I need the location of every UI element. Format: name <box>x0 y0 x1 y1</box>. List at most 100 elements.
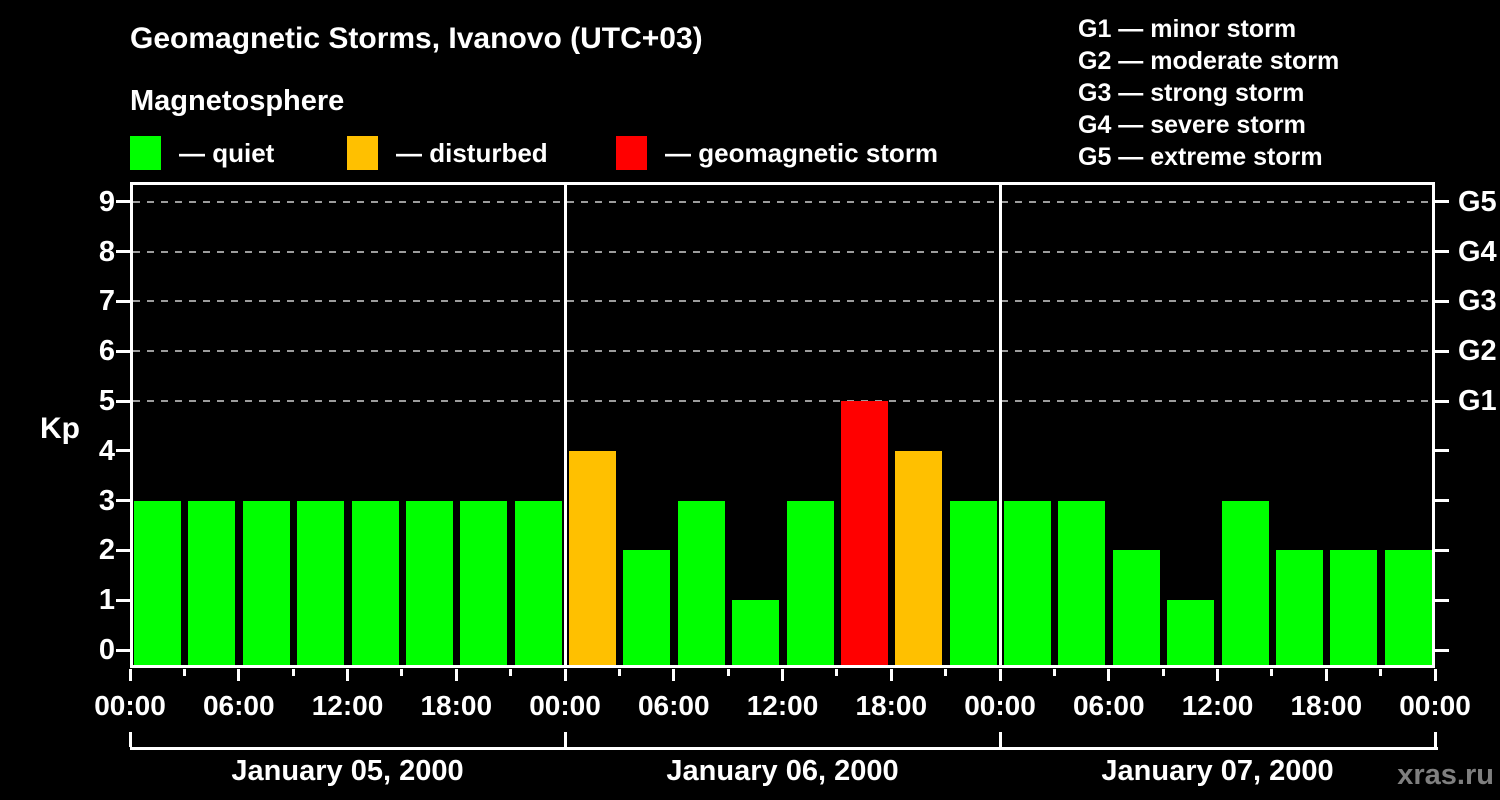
day-divider <box>563 185 567 665</box>
date-axis-riser <box>998 732 1002 747</box>
kp-bar <box>840 401 888 665</box>
gridline-kp-8 <box>133 250 1432 253</box>
time-label: 12:00 <box>311 690 384 721</box>
x-axis-tick <box>726 669 730 676</box>
g-scale-label-g4: G4 <box>1458 235 1497 268</box>
y-axis-label: 0 <box>98 634 115 666</box>
x-axis-tick <box>1433 669 1437 681</box>
kp-bar <box>1275 550 1323 665</box>
y-axis-tick-right <box>1435 449 1449 453</box>
time-label: 12:00 <box>1181 690 1254 721</box>
kp-bar <box>134 500 181 665</box>
x-axis-tick <box>998 669 1002 681</box>
y-axis-tick-right <box>1435 598 1449 602</box>
g-scale-label-g2: G2 <box>1458 335 1497 368</box>
y-axis-tick <box>116 349 130 353</box>
y-axis-tick <box>116 598 130 602</box>
date-label: January 06, 2000 <box>666 755 899 787</box>
time-label: 06:00 <box>1072 690 1145 721</box>
kp-bar <box>569 450 616 665</box>
y-axis-tick <box>116 548 130 552</box>
quiet-color-swatch <box>130 136 161 170</box>
storm-scale-legend: G1 — minor storm G2 — moderate storm G3 — … <box>1078 13 1339 173</box>
x-axis-tick <box>346 669 349 681</box>
y-axis-tick-right <box>1435 648 1449 652</box>
watermark-link[interactable]: xras.ru <box>1397 759 1494 791</box>
x-axis-tick <box>1324 669 1328 681</box>
x-axis-tick <box>182 669 186 676</box>
y-axis-tick <box>116 299 130 303</box>
time-label: 00:00 <box>964 690 1036 721</box>
g-scale-label-g1: G1 <box>1458 385 1497 417</box>
y-axis-tick-right <box>1435 349 1449 353</box>
y-axis-tick <box>116 499 130 503</box>
date-label: January 07, 2000 <box>1101 755 1334 787</box>
x-axis-tick <box>889 669 893 681</box>
time-label: 06:00 <box>202 690 275 721</box>
kp-bar <box>297 500 345 665</box>
x-axis-tick <box>1052 669 1056 676</box>
disturbed-color-swatch <box>347 136 378 170</box>
date-axis-riser <box>1433 732 1437 747</box>
x-axis-tick <box>1379 669 1383 676</box>
time-label: 00:00 <box>1399 690 1471 721</box>
x-axis-tick <box>672 669 676 681</box>
kp-bar <box>1330 550 1378 665</box>
x-axis-tick <box>944 669 948 676</box>
y-axis-tick-right <box>1435 548 1449 552</box>
x-axis-tick <box>1270 669 1274 676</box>
kp-bar <box>1167 600 1215 665</box>
kp-bar <box>732 600 780 665</box>
storm-scale-item-g1: G1 — minor storm <box>1078 15 1297 43</box>
date-label: January 05, 2000 <box>231 755 464 787</box>
storm-color-swatch <box>616 136 647 170</box>
time-label: 00:00 <box>529 690 601 721</box>
x-axis-tick <box>781 669 784 681</box>
legend-label: — geomagnetic storm <box>665 137 939 168</box>
gridline-kp-7 <box>133 300 1432 303</box>
storm-scale-item-g4: G4 — severe storm <box>1078 111 1306 139</box>
storm-scale-item-g5: G5 — extreme storm <box>1078 143 1323 171</box>
time-label: 18:00 <box>420 690 493 721</box>
x-axis-tick <box>237 669 241 681</box>
x-axis-tick <box>454 669 458 681</box>
legend-item-storm: — geomagnetic storm <box>616 136 938 170</box>
gridline-kp-5 <box>133 400 1432 402</box>
date-axis-riser <box>128 732 132 747</box>
storm-scale-item-g2: G2 — moderate storm <box>1078 47 1340 75</box>
legend-label: — quiet <box>179 137 275 168</box>
storm-scale-item-g3: G3 — strong storm <box>1078 79 1305 107</box>
date-axis-riser <box>563 732 567 747</box>
kp-bar <box>514 500 562 665</box>
gridline-kp-9 <box>133 200 1432 203</box>
y-axis-tick <box>116 648 130 652</box>
y-axis-label: 1 <box>98 584 115 617</box>
y-axis-label: 9 <box>98 185 115 218</box>
kp-bar <box>786 500 834 665</box>
legend-label: — disturbed <box>396 137 548 168</box>
kp-bar <box>351 500 399 665</box>
kp-bar <box>949 500 997 665</box>
y-axis-label: 7 <box>98 285 115 318</box>
x-axis-tick <box>1161 669 1165 676</box>
y-axis-label: 3 <box>98 484 115 517</box>
legend-item-disturbed: — disturbed <box>347 136 548 170</box>
kp-bar <box>188 500 236 665</box>
x-axis-tick <box>1107 669 1111 681</box>
y-axis-label: 5 <box>98 385 115 417</box>
x-axis-tick <box>128 669 132 681</box>
kp-bar <box>405 500 453 665</box>
chart-title: Geomagnetic Storms, Ivanovo (UTC+03) <box>130 22 703 55</box>
time-label: 18:00 <box>855 690 928 721</box>
y-axis-label: 4 <box>98 434 115 467</box>
kp-bar <box>895 450 943 665</box>
kp-bar <box>242 500 290 665</box>
date-axis-line <box>130 747 1438 750</box>
kp-bar <box>677 500 725 665</box>
time-label: 00:00 <box>94 690 166 721</box>
plot-area <box>130 182 1435 668</box>
kp-bar <box>1221 500 1269 665</box>
kp-bar <box>1112 550 1160 665</box>
x-axis-tick <box>291 669 295 676</box>
